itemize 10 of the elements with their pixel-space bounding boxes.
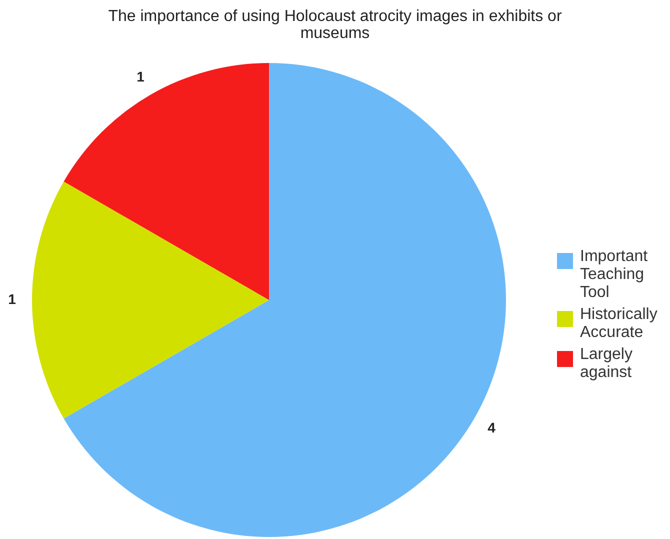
pie-slice — [64, 63, 506, 537]
legend-label: Historically Accurate — [580, 306, 658, 341]
legend-label: Largely against — [580, 346, 632, 381]
pie-slice — [32, 182, 269, 418]
chart-title: The importance of using Holocaust atrocity images in exhibits or museums — [108, 8, 562, 42]
data-label: 4 — [488, 420, 496, 436]
pie-slice — [64, 63, 269, 300]
legend-label: Important Teaching Tool — [580, 248, 648, 301]
data-label: 1 — [136, 68, 145, 84]
data-label: 1 — [8, 291, 16, 307]
